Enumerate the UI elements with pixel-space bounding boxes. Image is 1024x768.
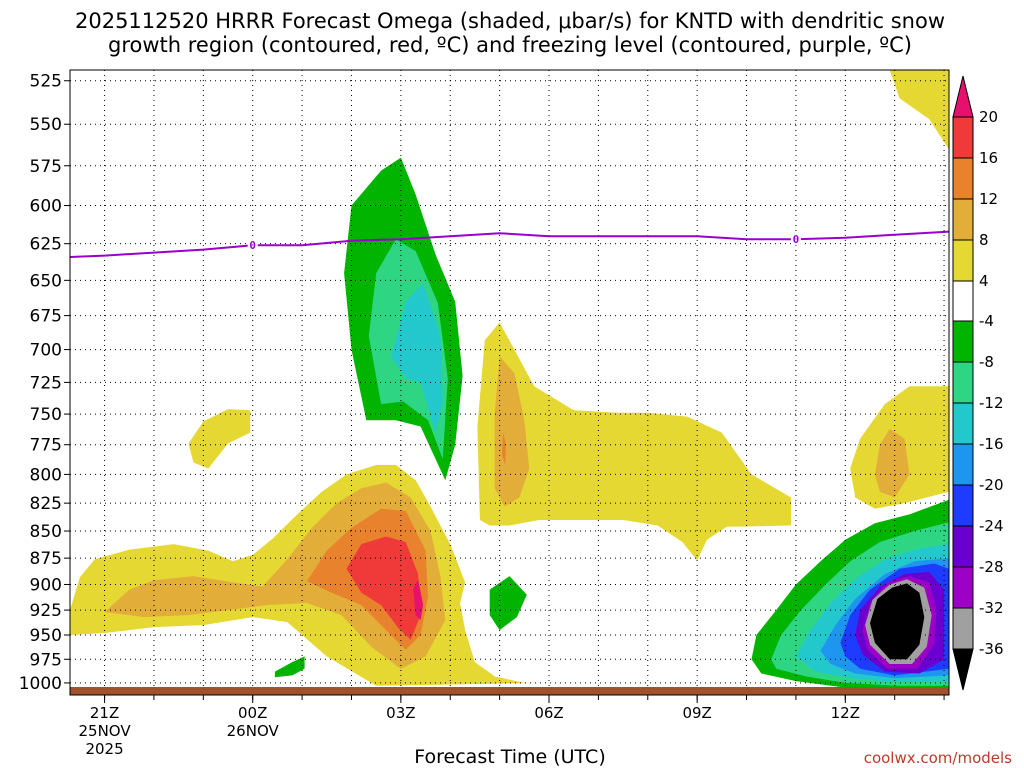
colorbar-tick-label: -16: [979, 435, 1004, 453]
colorbar-box: [952, 280, 974, 322]
omega-region-22: [502, 432, 506, 465]
colorbar-box: [952, 116, 974, 159]
y-tick-label: 800: [30, 465, 62, 485]
y-axis: 525 550 575 600 625 650 675 700 725 750 775 800 825 8…: [19, 72, 70, 694]
omega-region-19: [188, 409, 251, 469]
credit-link[interactable]: coolwx.com/models: [864, 749, 1012, 767]
colorbar-tick-label: -28: [979, 558, 1004, 576]
omega-region-4: [274, 656, 305, 678]
x-tick-label: 00Z: [238, 704, 267, 722]
y-tick-label: 675: [30, 307, 62, 327]
chart-title-line-2: growth region (contoured, red, ºC) and f…: [108, 33, 912, 57]
grid-lines: [70, 70, 949, 695]
y-tick-label: 550: [30, 115, 62, 135]
colorbar-tick-label: 20: [979, 108, 998, 126]
colorbar-box: [952, 607, 974, 650]
y-tick-label: 825: [30, 494, 62, 514]
colorbar-tick-label: -8: [979, 353, 994, 371]
colorbar-tick-label: -24: [979, 517, 1004, 535]
colorbar-tick-label: 4: [979, 272, 989, 290]
colorbar-box: [952, 443, 974, 486]
y-tick-label: 900: [30, 575, 62, 595]
x-tick-label: 09Z: [682, 704, 711, 722]
colorbar-box: [952, 525, 974, 568]
y-tick-label: 875: [30, 549, 62, 569]
y-tick-label: 650: [30, 271, 62, 291]
omega-region-17: [346, 536, 421, 640]
colorbar-tick-label: 12: [979, 190, 998, 208]
x-tick-label: 26NOV: [227, 722, 280, 740]
omega-shading: [70, 70, 949, 691]
omega-region-20: [477, 322, 791, 561]
chart-title-line-1: 2025112520 HRRR Forecast Omega (shaded, …: [75, 9, 945, 33]
colorbar-box: [952, 361, 974, 404]
x-tick-label: 2025: [85, 740, 123, 758]
colorbar-tick-label: -32: [979, 599, 1004, 617]
freezing-level-label: 0: [793, 233, 800, 246]
omega-region-3: [489, 576, 527, 631]
colorbar-box: [952, 402, 974, 445]
x-tick-label: 06Z: [534, 704, 563, 722]
colorbar-box: [952, 320, 974, 363]
colorbar-tick-label: 16: [979, 149, 998, 167]
colorbar-box: [952, 198, 974, 241]
y-tick-label: 575: [30, 157, 62, 177]
omega-region-2: [391, 283, 443, 433]
x-tick-label: 03Z: [386, 704, 415, 722]
y-tick-label: 625: [30, 235, 62, 255]
omega-region-25: [889, 70, 949, 150]
y-tick-label: 725: [30, 373, 62, 393]
y-tick-label: 600: [30, 197, 62, 217]
colorbar-tick-label: -12: [979, 394, 1004, 412]
x-tick-label: 21Z: [90, 704, 119, 722]
colorbar-box: [952, 239, 974, 282]
colorbar-tick-label: -4: [979, 312, 994, 330]
y-tick-label: 950: [30, 626, 62, 646]
y-tick-label: 1000: [19, 674, 62, 694]
x-tick-label: 12Z: [831, 704, 860, 722]
y-tick-label: 525: [30, 72, 62, 92]
y-tick-label: 700: [30, 341, 62, 361]
colorbar-box: [952, 484, 974, 527]
x-axis-label: Forecast Time (UTC): [414, 746, 605, 768]
y-tick-label: 975: [30, 650, 62, 670]
colorbar-box: [952, 566, 974, 609]
colorbar-tick-label: 8: [979, 231, 989, 249]
colorbar-tick-label: -36: [979, 640, 1004, 658]
y-tick-label: 775: [30, 436, 62, 456]
freezing-level-label: 0: [249, 239, 256, 252]
omega-region-13: [870, 583, 925, 660]
x-tick-label: 25NOV: [79, 722, 132, 740]
colorbar-tick-label: -20: [979, 476, 1004, 494]
colorbar: 20 16 12 8 4 -4 -8 -12 -16 -20 -24 -28 -32 -36: [952, 75, 1004, 691]
colorbar-top-arrow: [952, 75, 974, 118]
colorbar-box: [952, 157, 974, 200]
freezing-label-bg: [247, 238, 258, 252]
omega-region-21: [494, 356, 530, 507]
y-tick-label: 750: [30, 405, 62, 425]
ground-surface-bar: [70, 687, 949, 695]
freezing-label-bg: [790, 232, 801, 246]
colorbar-bottom-arrow: [952, 648, 974, 691]
omega-region-24: [874, 428, 910, 498]
y-tick-label: 925: [30, 601, 62, 621]
y-tick-label: 850: [30, 522, 62, 542]
